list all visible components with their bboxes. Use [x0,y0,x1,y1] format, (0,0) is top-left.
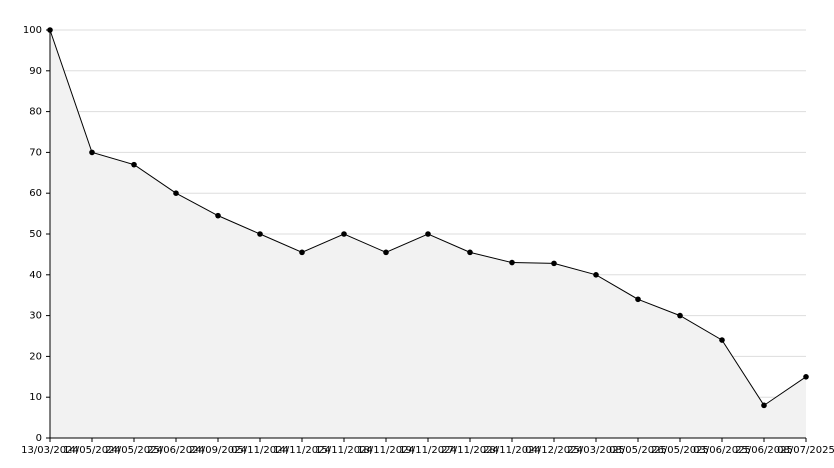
point [341,231,347,237]
y-tick-label: 80 [29,107,42,118]
point [89,149,95,156]
x-tick-label: 18/11/2024 [357,445,415,456]
x-tick-label: 25/06/2025 [735,445,793,456]
point [761,402,767,409]
y-tick-label: 90 [29,66,42,77]
point [551,260,557,267]
x-tick-label: 03/06/2025 [693,445,751,456]
x-tick-label: 24/05/2024 [105,445,163,456]
x-tick-label: 04/12/2024 [525,445,583,456]
x-tick-label: 26/05/2025 [651,445,709,456]
x-tick-label: 24/09/2024 [189,445,247,456]
x-tick-label: 25/06/2024 [147,445,205,456]
y-tick-label: 0 [36,433,42,444]
point [509,259,515,266]
point [215,212,221,219]
x-tick-label: 05/11/2024 [231,445,289,456]
x-tick-label: 08/05/2025 [609,445,667,456]
point [467,249,473,256]
point [383,249,389,256]
x-tick-label: 19/11/2024 [399,445,457,456]
x-tick-label: 13/03/2024 [21,445,79,456]
point [299,249,305,256]
point [131,161,137,168]
y-tick-label: 20 [29,351,42,362]
y-tick-label: 10 [29,392,42,403]
y-tick-label: 30 [29,311,42,322]
y-tick-label: 60 [29,188,42,199]
x-tick-label: 14/05/2024 [63,445,121,456]
point [257,231,263,237]
point [425,231,431,237]
y-tick-label: 50 [29,229,42,240]
y-tick-label: 70 [29,147,42,158]
point [719,337,725,343]
y-tick-label: 100 [23,25,42,36]
x-tick-label: 14/11/2024 [273,445,331,456]
point [173,190,179,196]
point [677,312,683,319]
x-tick-label: 28/11/2024 [483,445,541,456]
point [803,374,809,380]
x-tick-label: 25/03/2025 [567,445,625,456]
point [635,296,641,303]
y-tick-label: 40 [29,270,42,281]
x-tick-label: 27/11/2024 [441,445,499,456]
x-tick-label: 15/11/2024 [315,445,373,456]
x-tick-label: 08/07/2025 [777,445,834,456]
point [593,272,599,278]
